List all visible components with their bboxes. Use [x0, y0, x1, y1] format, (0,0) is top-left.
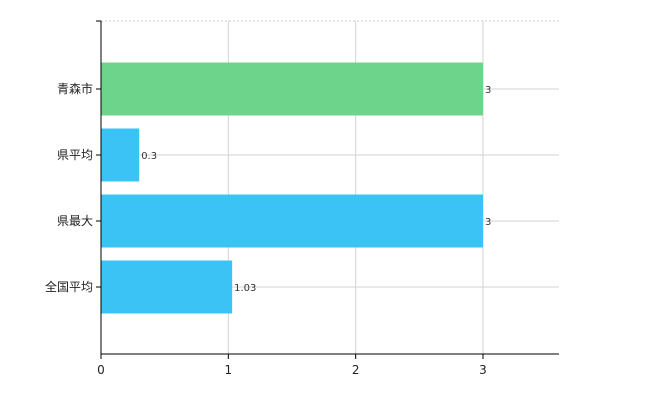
x-tick-label-3: 3	[479, 363, 487, 377]
category-label-2: 県最大	[57, 214, 93, 228]
labels-layer: 3 青森市 0.3 県平均 3 県最大 1.03 全国平均 0 1 2 3	[45, 81, 491, 377]
category-label-0: 青森市	[57, 81, 93, 96]
value-label-3: 1.03	[234, 283, 256, 294]
bar-3	[101, 260, 233, 314]
bar-2	[101, 194, 483, 248]
bar-1	[101, 128, 140, 182]
category-label-3: 全国平均	[45, 279, 93, 294]
value-label-0: 3	[485, 85, 491, 96]
axes-layer	[96, 20, 559, 359]
x-tick-label-2: 2	[352, 363, 360, 377]
category-label-1: 県平均	[57, 148, 93, 162]
x-tick-label-1: 1	[225, 363, 233, 377]
x-tick-label-0: 0	[97, 363, 105, 377]
bars-layer	[101, 62, 483, 314]
bar-0	[101, 62, 483, 116]
value-label-1: 0.3	[141, 151, 157, 162]
value-label-2: 3	[485, 217, 491, 228]
